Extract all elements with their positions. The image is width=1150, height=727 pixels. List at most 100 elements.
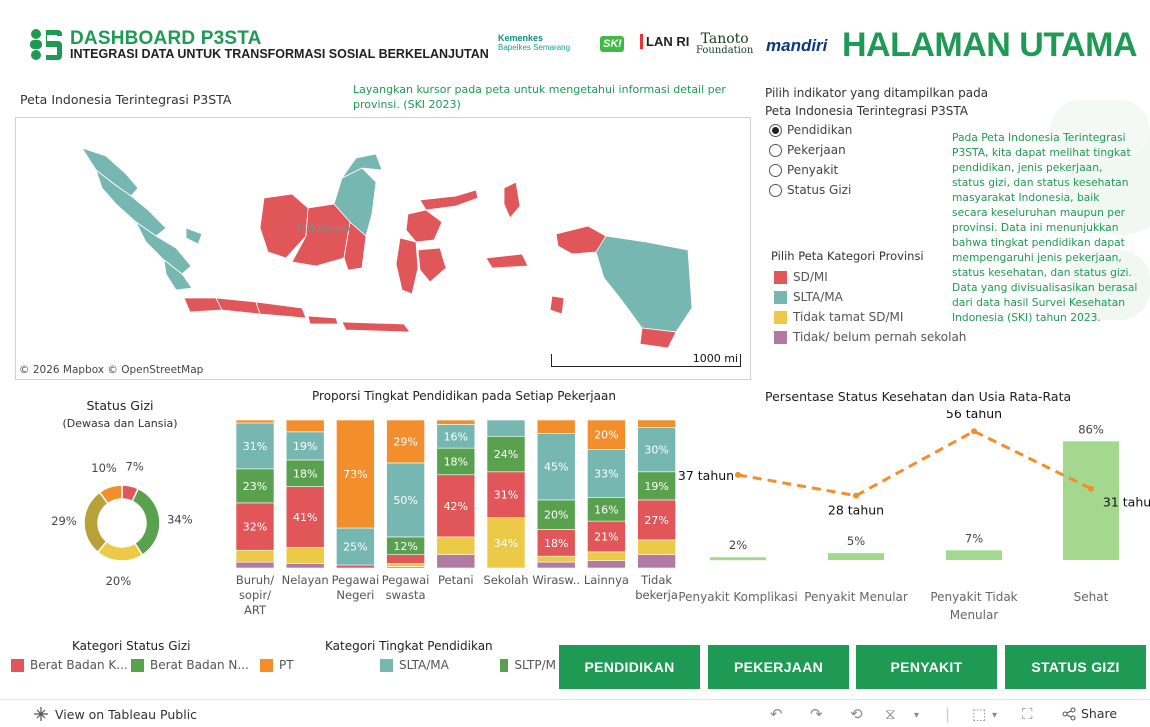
education-by-job-chart[interactable]: 32% 23% 31% Buruh/sopir/ART 41% 18% 19% Nelayan… bbox=[228, 410, 683, 625]
map-region-sultra[interactable] bbox=[417, 247, 447, 283]
map-region-bali-ntb[interactable] bbox=[307, 315, 339, 325]
map-region-java-west[interactable] bbox=[183, 297, 223, 313]
nav-penyakit-button[interactable]: PENYAKIT bbox=[856, 645, 997, 689]
bar-segment[interactable] bbox=[486, 471, 526, 518]
map-region-kalut[interactable] bbox=[341, 153, 383, 179]
radio-empty-icon[interactable] bbox=[769, 143, 782, 157]
share-button[interactable]: Share bbox=[1062, 706, 1117, 721]
redo-icon[interactable]: ↷ bbox=[810, 705, 823, 723]
bar-segment[interactable] bbox=[436, 419, 476, 425]
bar-segment[interactable] bbox=[587, 449, 626, 498]
bar-segment[interactable] bbox=[536, 561, 576, 569]
bar-segment[interactable] bbox=[386, 419, 425, 464]
view-on-tableau-link[interactable]: View on Tableau Public bbox=[33, 706, 197, 722]
bar-segment[interactable] bbox=[436, 474, 476, 538]
bar-segment[interactable] bbox=[386, 563, 425, 567]
bar-segment[interactable] bbox=[235, 468, 275, 504]
status-gizi-donut-chart[interactable]: 7% 34% 20% 29% 10% bbox=[40, 455, 210, 595]
bar-segment[interactable] bbox=[486, 419, 526, 437]
age-line[interactable] bbox=[737, 429, 1092, 498]
map-region-sumatra-south[interactable] bbox=[135, 221, 192, 275]
age-point[interactable] bbox=[853, 492, 859, 499]
legend-item-tidak-sekolah[interactable]: Tidak/ belum pernah sekolah bbox=[774, 329, 966, 345]
bar-segment[interactable] bbox=[536, 529, 576, 557]
bar-segment[interactable] bbox=[587, 419, 626, 450]
map-region-sulut-gorontalo[interactable] bbox=[419, 189, 479, 211]
health-status-chart[interactable]: 2% Penyakit Komplikasi 5% Penyakit Menular 7… bbox=[678, 410, 1150, 630]
gizi-legend-item[interactable]: Berat Badan N... bbox=[131, 658, 249, 672]
donut-slice[interactable] bbox=[98, 484, 123, 505]
bar-segment[interactable] bbox=[285, 546, 325, 564]
bar-segment[interactable] bbox=[235, 419, 275, 424]
bar-segment[interactable] bbox=[235, 422, 275, 470]
age-point[interactable] bbox=[735, 471, 741, 478]
map-region-java-central[interactable] bbox=[215, 297, 261, 315]
bar-segment[interactable] bbox=[587, 551, 626, 561]
bar-segment[interactable] bbox=[336, 527, 375, 566]
health-bar[interactable] bbox=[710, 557, 766, 561]
bar-segment[interactable] bbox=[637, 471, 676, 501]
legend-item-slta-ma[interactable]: SLTA/MA bbox=[774, 289, 843, 305]
bar-segment[interactable] bbox=[336, 564, 375, 569]
chevron-down-icon[interactable]: ▾ bbox=[914, 710, 920, 721]
bar-segment[interactable] bbox=[536, 433, 576, 501]
radio-status-gizi[interactable]: Status Gizi bbox=[769, 182, 851, 198]
bar-segment[interactable] bbox=[637, 539, 676, 555]
bar-segment[interactable] bbox=[235, 502, 275, 551]
chevron-down-icon[interactable]: ▾ bbox=[992, 710, 998, 721]
bar-segment[interactable] bbox=[536, 419, 576, 434]
bar-segment[interactable] bbox=[587, 520, 626, 553]
indonesia-map[interactable] bbox=[15, 117, 751, 380]
age-point[interactable] bbox=[1088, 485, 1094, 492]
bar-segment[interactable] bbox=[637, 499, 676, 541]
map-region-maluku-tenggara[interactable] bbox=[549, 295, 565, 315]
map-region-java-east[interactable] bbox=[255, 301, 307, 319]
legend-item-tidak-tamat[interactable]: Tidak tamat SD/MI bbox=[774, 309, 903, 325]
gizi-legend-item[interactable]: Berat Badan K... bbox=[11, 658, 128, 672]
bar-segment[interactable] bbox=[436, 554, 476, 569]
nav-pekerjaan-button[interactable]: PEKERJAAN bbox=[708, 645, 849, 689]
donut-slice[interactable] bbox=[83, 491, 109, 554]
map-canvas[interactable] bbox=[16, 118, 750, 379]
refresh-icon[interactable]: ⧖ bbox=[885, 705, 896, 723]
map-region-lampung[interactable] bbox=[163, 259, 193, 291]
legend-item-sd-mi[interactable]: SD/MI bbox=[774, 269, 828, 285]
bar-segment[interactable] bbox=[285, 563, 325, 569]
bar-segment[interactable] bbox=[637, 419, 676, 428]
revert-icon[interactable]: ⟲ bbox=[850, 705, 863, 723]
health-bar[interactable] bbox=[828, 553, 884, 560]
bar-segment[interactable] bbox=[235, 549, 275, 563]
bar-segment[interactable] bbox=[536, 555, 576, 563]
bar-segment[interactable] bbox=[235, 561, 275, 569]
map-region-kalsel[interactable] bbox=[343, 221, 367, 271]
education-legend-item[interactable]: SLTA/MA bbox=[380, 658, 449, 672]
education-legend-item[interactable]: SLTP/M bbox=[500, 658, 556, 672]
bar-segment[interactable] bbox=[637, 554, 676, 569]
bar-segment[interactable] bbox=[285, 459, 325, 487]
map-region-papua[interactable] bbox=[595, 235, 693, 333]
bar-segment[interactable] bbox=[436, 447, 476, 476]
map-region-papua-selatan[interactable] bbox=[639, 327, 677, 349]
radio-pendidikan[interactable]: Pendidikan bbox=[769, 122, 852, 138]
map-region-maluku[interactable] bbox=[485, 253, 529, 269]
gizi-legend-item[interactable]: PT bbox=[260, 658, 294, 672]
bar-segment[interactable] bbox=[386, 554, 425, 564]
bar-segment[interactable] bbox=[386, 462, 425, 538]
radio-pekerjaan[interactable]: Pekerjaan bbox=[769, 142, 846, 158]
bar-segment[interactable] bbox=[536, 499, 576, 530]
bar-segment[interactable] bbox=[336, 419, 375, 529]
map-region-bangka[interactable] bbox=[185, 227, 203, 245]
radio-empty-icon[interactable] bbox=[769, 183, 782, 197]
bar-segment[interactable] bbox=[486, 435, 526, 473]
fullscreen-icon[interactable]: ⛶ bbox=[1022, 705, 1033, 723]
map-region-sulbar-sulsel[interactable] bbox=[395, 237, 419, 295]
radio-penyakit[interactable]: Penyakit bbox=[769, 162, 838, 178]
nav-pendidikan-button[interactable]: PENDIDIKAN bbox=[559, 645, 700, 689]
age-point[interactable] bbox=[971, 428, 977, 435]
map-region-sumatra-central[interactable] bbox=[95, 168, 167, 237]
map-region-ntt[interactable] bbox=[341, 321, 411, 333]
bar-segment[interactable] bbox=[637, 427, 676, 473]
radio-empty-icon[interactable] bbox=[769, 163, 782, 177]
nav-status-gizi-button[interactable]: STATUS GIZI bbox=[1005, 645, 1146, 689]
map-region-sulteng[interactable] bbox=[405, 209, 443, 243]
